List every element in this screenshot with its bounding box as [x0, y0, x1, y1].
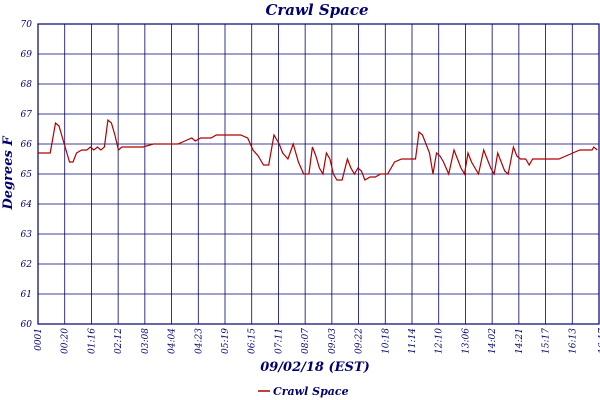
x-tick-label: 01:16 — [87, 328, 97, 354]
x-axis-ticks: 0001 00:20 01:16 02:12 03:08 04:04 04:23 05:19 0… — [34, 328, 600, 354]
y-tick-label: 69 — [21, 50, 33, 60]
grid — [38, 24, 599, 324]
x-axis-label: 09/02/18 (EST) — [260, 360, 370, 375]
y-tick-label: 68 — [21, 80, 33, 90]
x-tick-label: 08:07 — [301, 328, 311, 354]
plot-frame — [37, 23, 600, 325]
x-tick-label: 02:12 — [114, 328, 124, 354]
y-axis-label: Degrees F — [1, 136, 16, 211]
legend-label: Crawl Space — [273, 385, 349, 398]
series-line-crawl-space — [38, 118, 598, 181]
x-tick-label: 03:08 — [141, 328, 151, 354]
x-tick-label: 04:04 — [168, 328, 178, 354]
x-tick-label: 07:11 — [274, 328, 284, 354]
x-tick-label: 0001 — [34, 328, 44, 351]
y-tick-label: 65 — [21, 170, 33, 180]
x-tick-label: 14:21 — [515, 328, 525, 354]
x-tick-label: 11:14 — [408, 328, 418, 354]
y-tick-label: 60 — [21, 320, 33, 330]
x-tick-label: 16:17 — [598, 328, 600, 354]
x-tick-label: 00:20 — [61, 328, 71, 354]
x-tick-label: 05:19 — [221, 328, 231, 354]
series-group — [38, 118, 598, 181]
x-tick-label: 14:02 — [488, 328, 498, 354]
x-tick-label: 13:06 — [461, 328, 471, 354]
x-tick-label: 09:03 — [328, 328, 338, 354]
y-tick-label: 63 — [21, 230, 33, 240]
y-tick-label: 67 — [21, 110, 33, 120]
x-tick-label: 10:18 — [381, 328, 391, 354]
x-tick-label: 06:15 — [248, 328, 258, 354]
y-tick-label: 66 — [21, 140, 33, 150]
chart-title: Crawl Space — [265, 1, 368, 19]
x-tick-label: 04:23 — [194, 328, 204, 354]
x-tick-label: 12:10 — [435, 328, 445, 354]
x-tick-label: 09:22 — [355, 328, 365, 354]
y-tick-label: 62 — [21, 260, 33, 270]
y-tick-label: 70 — [21, 20, 33, 30]
y-axis-ticks: 60 61 62 63 64 65 66 67 68 69 70 — [21, 20, 33, 330]
x-tick-label: 15:17 — [542, 328, 552, 354]
y-tick-label: 64 — [21, 200, 33, 210]
x-tick-label: 16:13 — [568, 328, 578, 354]
legend: Crawl Space — [258, 385, 349, 398]
y-tick-label: 61 — [21, 290, 32, 300]
